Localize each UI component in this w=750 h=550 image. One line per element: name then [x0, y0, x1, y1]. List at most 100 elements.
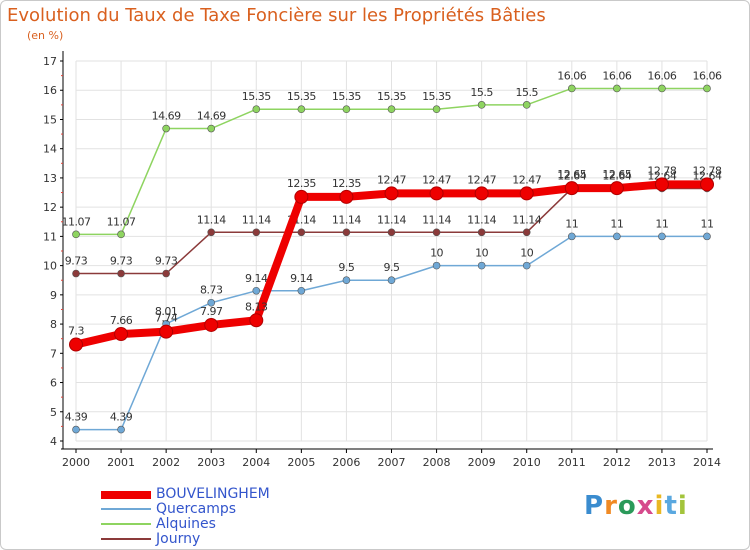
data-point-quercamps [117, 425, 125, 434]
data-label-bouvelinghem: 7.74 [155, 312, 178, 325]
y-tick-label: 14 [43, 143, 57, 156]
data-label-alquines: 16.06 [693, 69, 722, 82]
data-point-bouvelinghem [519, 186, 534, 201]
data-label-quercamps: 9.5 [384, 261, 400, 274]
data-point-alquines [297, 105, 306, 114]
x-tick-label: 2009 [468, 456, 496, 469]
data-point-journy [477, 228, 486, 237]
legend-label-quercamps: Quercamps [156, 501, 237, 517]
legend-item-bouvelinghem: BOUVELINGHEM [101, 486, 361, 502]
data-label-alquines: 14.69 [197, 110, 226, 123]
data-point-alquines [567, 84, 576, 93]
y-tick-label: 7 [50, 347, 57, 360]
data-point-bouvelinghem [700, 177, 714, 192]
data-point-quercamps [522, 261, 531, 270]
data-label-journy: 11.14 [377, 213, 406, 226]
legend-item-quercamps: Quercamps [101, 501, 361, 517]
data-point-journy [387, 228, 396, 237]
y-tick-label: 8 [50, 318, 57, 331]
data-label-quercamps: 11 [610, 217, 623, 230]
data-point-alquines [72, 230, 80, 239]
data-point-alquines [432, 105, 441, 114]
data-label-quercamps: 10 [475, 247, 488, 260]
data-point-bouvelinghem [249, 313, 264, 328]
data-label-bouvelinghem: 12.47 [512, 173, 541, 186]
data-label-bouvelinghem: 7.3 [68, 325, 84, 338]
unit-label: (en %) [27, 29, 64, 42]
data-point-journy [432, 228, 441, 237]
legend-label-bouvelinghem: BOUVELINGHEM [156, 486, 270, 502]
data-point-quercamps [207, 298, 216, 307]
data-point-bouvelinghem [204, 317, 219, 332]
data-label-quercamps: 11 [565, 217, 578, 230]
x-tick-label: 2004 [242, 456, 270, 469]
data-label-journy: 12.64 [557, 169, 586, 182]
data-point-quercamps [72, 425, 80, 434]
x-tick-label: 2011 [558, 456, 586, 469]
data-label-journy: 9.73 [155, 255, 178, 268]
legend-item-alquines: Alquines [101, 516, 361, 532]
data-point-quercamps [567, 232, 576, 241]
legend-swatch-journy [101, 538, 151, 540]
x-tick-label: 2002 [152, 456, 180, 469]
data-point-bouvelinghem [159, 324, 174, 339]
data-label-bouvelinghem: 12.47 [467, 173, 496, 186]
x-tick-label: 2010 [513, 456, 541, 469]
data-label-alquines: 11.07 [62, 215, 91, 228]
legend-item-journy: Journy [101, 531, 361, 547]
y-tick-label: 15 [43, 113, 57, 126]
y-tick-label: 9 [50, 289, 57, 302]
data-label-quercamps: 11 [701, 217, 714, 230]
data-point-alquines [703, 84, 711, 93]
y-tick-label: 11 [43, 230, 57, 243]
data-point-alquines [613, 84, 621, 93]
x-tick-label: 2007 [378, 456, 406, 469]
x-tick-label: 2000 [62, 456, 90, 469]
x-tick-label: 2001 [107, 456, 135, 469]
data-label-bouvelinghem: 12.65 [557, 168, 586, 181]
data-point-bouvelinghem [654, 177, 669, 192]
data-point-bouvelinghem [609, 181, 624, 196]
data-point-quercamps [613, 232, 621, 241]
data-label-journy: 11.14 [422, 213, 451, 226]
data-label-bouvelinghem: 12.78 [647, 164, 676, 177]
x-tick-label: 2005 [287, 456, 315, 469]
data-label-quercamps: 9.14 [290, 272, 313, 285]
data-point-alquines [477, 101, 486, 109]
legend-label-alquines: Alquines [156, 516, 216, 532]
data-point-bouvelinghem [429, 186, 444, 201]
data-label-quercamps: 11 [655, 217, 668, 230]
data-label-bouvelinghem: 12.47 [422, 173, 451, 186]
data-point-alquines [658, 84, 666, 93]
data-point-bouvelinghem [294, 189, 309, 204]
data-label-journy: 12.64 [693, 169, 722, 182]
y-tick-label: 10 [43, 260, 57, 273]
data-label-alquines: 11.07 [107, 215, 136, 228]
y-tick-label: 4 [50, 435, 57, 448]
data-label-alquines: 15.35 [287, 90, 316, 103]
data-label-bouvelinghem: 12.35 [287, 177, 316, 190]
data-label-alquines: 15.35 [422, 90, 451, 103]
x-tick-label: 2013 [648, 456, 676, 469]
y-tick-label: 16 [43, 84, 57, 97]
data-label-alquines: 15.5 [470, 86, 493, 99]
data-point-journy [207, 228, 216, 237]
data-label-journy: 11.14 [242, 213, 271, 226]
data-label-alquines: 15.35 [242, 90, 271, 103]
data-point-quercamps [387, 276, 396, 285]
legend-swatch-bouvelinghem [101, 491, 151, 499]
data-label-quercamps: 9.5 [338, 261, 354, 274]
data-point-quercamps [252, 286, 261, 295]
y-tick-label: 13 [43, 172, 57, 185]
x-tick-label: 2014 [693, 456, 721, 469]
data-label-journy: 11.14 [512, 213, 541, 226]
data-point-journy [162, 269, 170, 278]
data-point-bouvelinghem [564, 181, 579, 196]
data-label-alquines: 15.5 [515, 86, 538, 99]
x-tick-label: 2006 [332, 456, 360, 469]
data-label-bouvelinghem: 8.13 [245, 300, 268, 313]
data-point-quercamps [432, 261, 441, 270]
data-point-journy [522, 228, 531, 237]
data-point-quercamps [297, 286, 306, 295]
data-point-journy [72, 269, 80, 278]
